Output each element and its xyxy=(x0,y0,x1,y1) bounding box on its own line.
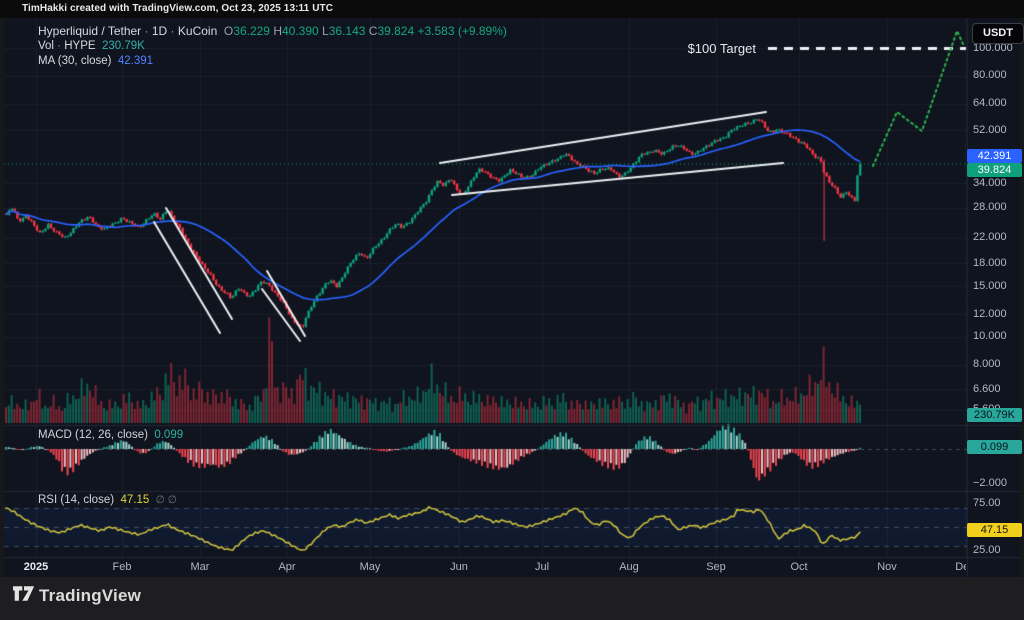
macd-value: 0.099 xyxy=(154,429,184,441)
price-scale[interactable]: 100.000 80.000 64.000 52.000 34.000 28.000 22.… xyxy=(967,18,1020,557)
tradingview-logo-icon[interactable] xyxy=(13,586,35,601)
ma-price-badge: 42.391 xyxy=(967,149,1022,163)
rsi-value: 47.15 xyxy=(120,494,150,506)
macd-value-badge: 0.099 xyxy=(967,440,1022,454)
ma-value: 42.391 xyxy=(117,55,154,67)
month-label: 2025 xyxy=(23,561,49,573)
ma-label: MA (30, close) xyxy=(38,55,112,67)
volume-symbol: HYPE xyxy=(64,40,96,52)
symbol-legend-row[interactable]: Hyperliquid / Tether · 1D · KuCoin O36.2… xyxy=(38,24,507,38)
high-value: 40.390 xyxy=(281,24,319,38)
price-tick-label: 12.000 xyxy=(973,307,1007,320)
price-tick-label: 15.000 xyxy=(973,279,1007,292)
indicator-tick-label: 75.00 xyxy=(973,496,1001,509)
branding-bar: TradingView xyxy=(0,577,1024,620)
month-label: Jul xyxy=(534,561,550,573)
target-annotation-label: $100 Target xyxy=(687,41,756,56)
month-label: Oct xyxy=(790,561,808,573)
change-value: +3.583 xyxy=(417,24,455,38)
chart-legend: Hyperliquid / Tether · 1D · KuCoin O36.2… xyxy=(38,24,507,69)
ma-legend-row[interactable]: MA (30, close) 42.391 xyxy=(38,54,507,68)
volume-badge: 230.79K xyxy=(967,408,1022,422)
rsi-label: RSI (14, close) xyxy=(38,494,115,506)
volume-legend-row[interactable]: Vol · HYPE 230.79K xyxy=(38,40,145,52)
open-label: O xyxy=(223,24,234,38)
month-label: Nov xyxy=(877,561,897,573)
month-label: Dec xyxy=(955,561,966,573)
price-tick-label: 80.000 xyxy=(973,69,1007,82)
month-label: May xyxy=(359,561,381,573)
interval-label: 1D xyxy=(151,24,168,38)
price-tick-label: 52.000 xyxy=(973,123,1007,136)
close-value: 39.824 xyxy=(377,24,415,38)
price-tick-label: 10.000 xyxy=(973,330,1007,343)
price-tick-label: 64.000 xyxy=(973,97,1007,110)
month-label: Aug xyxy=(619,561,639,573)
price-tick-label: 100.000 xyxy=(973,41,1013,54)
price-tick-label: 34.000 xyxy=(973,176,1007,189)
price-tick-label: 18.000 xyxy=(973,256,1007,269)
price-tick-label: 22.000 xyxy=(973,231,1007,244)
symbol-title: Hyperliquid / Tether xyxy=(38,24,142,38)
month-label: Jun xyxy=(450,561,468,573)
open-value: 36.229 xyxy=(233,24,270,38)
attribution-bar: TimHakki created with TradingView.com, O… xyxy=(0,0,1024,18)
time-scale[interactable]: 2025 Feb Mar Apr May Jun Jul Aug Sep Oct Nov Dec xyxy=(4,558,966,577)
month-label: Sep xyxy=(706,561,726,573)
tradingview-wordmark[interactable]: TradingView xyxy=(39,586,142,605)
change-pct-value: (+9.89%) xyxy=(457,24,507,38)
price-tick-label: 6.600 xyxy=(973,382,1001,395)
month-label: Feb xyxy=(112,561,132,573)
rsi-legend-row[interactable]: RSI (14, close) 47.15 ∅ ∅ xyxy=(38,494,177,506)
price-tick-label: 8.000 xyxy=(973,358,1001,371)
indicator-tick-label: −2.000 xyxy=(973,476,1007,489)
price-tick-label: 28.000 xyxy=(973,201,1007,214)
currency-toggle-button[interactable]: USDT xyxy=(972,23,1024,44)
last-price-badge: 39.824 xyxy=(967,163,1022,177)
attribution-text: TimHakki created with TradingView.com, O… xyxy=(22,3,334,14)
rsi-value-badge: 47.15 xyxy=(967,523,1022,537)
month-label: Mar xyxy=(190,561,210,573)
high-label: H xyxy=(273,24,282,38)
volume-value: 230.79K xyxy=(101,40,145,52)
rsi-hidden-ma-icons: ∅ ∅ xyxy=(155,494,177,506)
low-label: L xyxy=(322,24,329,38)
exchange-label: KuCoin xyxy=(177,24,218,38)
close-label: C xyxy=(368,24,378,38)
macd-label: MACD (12, 26, close) xyxy=(38,429,148,441)
month-label: Apr xyxy=(278,561,296,573)
indicator-tick-label: 25.00 xyxy=(973,544,1001,557)
macd-legend-row[interactable]: MACD (12, 26, close) 0.099 xyxy=(38,429,183,441)
low-value: 36.143 xyxy=(328,24,366,38)
